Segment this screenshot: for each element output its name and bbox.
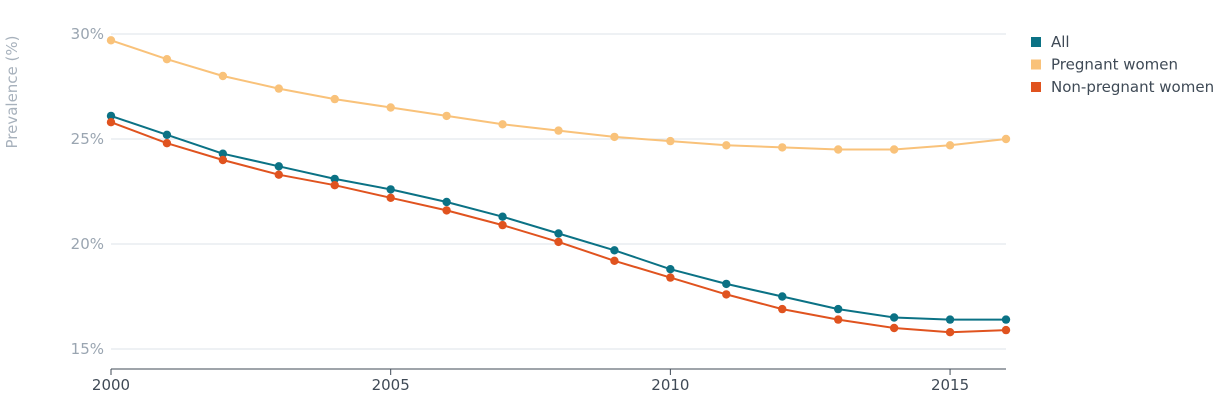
data-point[interactable] xyxy=(498,220,507,230)
data-point[interactable] xyxy=(889,145,899,154)
data-point[interactable] xyxy=(1001,325,1011,335)
data-point[interactable] xyxy=(442,197,451,207)
axes: 15% 20% 25% 30% 2000 2005 2010 2015 xyxy=(71,25,1006,394)
data-point[interactable] xyxy=(889,323,899,333)
data-point[interactable] xyxy=(666,136,675,146)
data-point[interactable] xyxy=(274,162,284,171)
data-point[interactable] xyxy=(162,130,172,139)
series-non-pregnant-women xyxy=(106,118,1011,337)
data-point[interactable] xyxy=(218,155,228,165)
data-point[interactable] xyxy=(274,170,284,179)
data-point[interactable] xyxy=(218,71,228,81)
data-point[interactable] xyxy=(106,36,116,45)
data-point[interactable] xyxy=(330,94,339,104)
series-all xyxy=(106,111,1011,324)
data-point[interactable] xyxy=(554,126,563,135)
data-point[interactable] xyxy=(666,273,675,282)
data-point[interactable] xyxy=(833,315,843,324)
data-point[interactable] xyxy=(945,328,955,337)
series-line xyxy=(110,121,1007,334)
legend-swatch xyxy=(1031,37,1041,47)
data-point[interactable] xyxy=(330,174,339,184)
data-point[interactable] xyxy=(442,111,451,121)
x-tick-label: 2015 xyxy=(931,376,969,394)
legend-label: Non-pregnant women xyxy=(1051,78,1214,96)
gridlines xyxy=(111,33,1006,350)
data-point[interactable] xyxy=(833,304,843,314)
data-point[interactable] xyxy=(778,304,787,314)
legend-label: Pregnant women xyxy=(1051,56,1178,74)
legend: All Pregnant women Non-pregnant women xyxy=(1031,33,1214,96)
data-point[interactable] xyxy=(498,212,507,221)
data-point[interactable] xyxy=(833,145,843,154)
legend-swatch xyxy=(1031,82,1041,92)
series-pregnant-women xyxy=(106,36,1011,154)
data-point[interactable] xyxy=(610,246,619,255)
legend-item[interactable]: Pregnant women xyxy=(1031,56,1178,74)
data-point[interactable] xyxy=(498,120,507,129)
data-point[interactable] xyxy=(722,290,731,299)
data-point[interactable] xyxy=(722,141,731,150)
data-point[interactable] xyxy=(1001,134,1011,144)
data-point[interactable] xyxy=(778,143,787,152)
data-point[interactable] xyxy=(106,111,116,121)
y-tick-label: 30% xyxy=(71,25,104,43)
y-tick-label: 25% xyxy=(71,130,104,148)
data-point[interactable] xyxy=(1001,315,1011,324)
data-point[interactable] xyxy=(330,181,339,190)
data-point[interactable] xyxy=(442,206,451,215)
data-point[interactable] xyxy=(386,185,395,194)
legend-item[interactable]: All xyxy=(1031,33,1070,51)
x-tick-label: 2000 xyxy=(92,376,130,394)
data-point[interactable] xyxy=(386,103,395,112)
x-tick-label: 2005 xyxy=(372,376,410,394)
data-point[interactable] xyxy=(945,141,955,150)
data-point[interactable] xyxy=(162,55,172,64)
data-point[interactable] xyxy=(274,84,284,93)
data-point[interactable] xyxy=(554,229,563,238)
data-point[interactable] xyxy=(386,193,395,202)
data-point[interactable] xyxy=(945,315,955,324)
data-point[interactable] xyxy=(889,313,899,322)
data-point[interactable] xyxy=(554,237,563,247)
data-point[interactable] xyxy=(610,256,619,265)
data-point[interactable] xyxy=(218,149,228,158)
legend-item[interactable]: Non-pregnant women xyxy=(1031,78,1214,96)
data-point[interactable] xyxy=(666,265,675,274)
x-tick-label: 2010 xyxy=(651,376,689,394)
y-tick-label: 15% xyxy=(71,340,104,358)
data-point[interactable] xyxy=(106,118,116,127)
data-point[interactable] xyxy=(162,139,172,148)
data-point[interactable] xyxy=(610,132,619,142)
y-tick-label: 20% xyxy=(71,235,104,253)
data-point[interactable] xyxy=(778,292,787,301)
y-axis-label: Prevalence (%) xyxy=(3,35,21,148)
legend-label: All xyxy=(1051,33,1070,51)
series-line xyxy=(110,114,1006,321)
series xyxy=(106,36,1011,337)
data-point[interactable] xyxy=(722,279,731,289)
legend-swatch xyxy=(1031,59,1041,70)
